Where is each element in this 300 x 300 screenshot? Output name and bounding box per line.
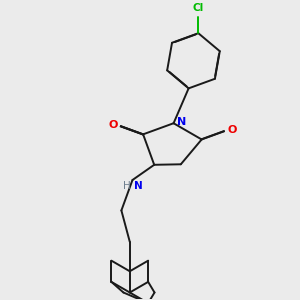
Text: N: N xyxy=(134,182,143,191)
Text: O: O xyxy=(227,125,237,135)
Text: N: N xyxy=(177,117,186,127)
Text: H: H xyxy=(123,182,131,191)
Text: Cl: Cl xyxy=(193,4,204,14)
Text: O: O xyxy=(108,120,117,130)
